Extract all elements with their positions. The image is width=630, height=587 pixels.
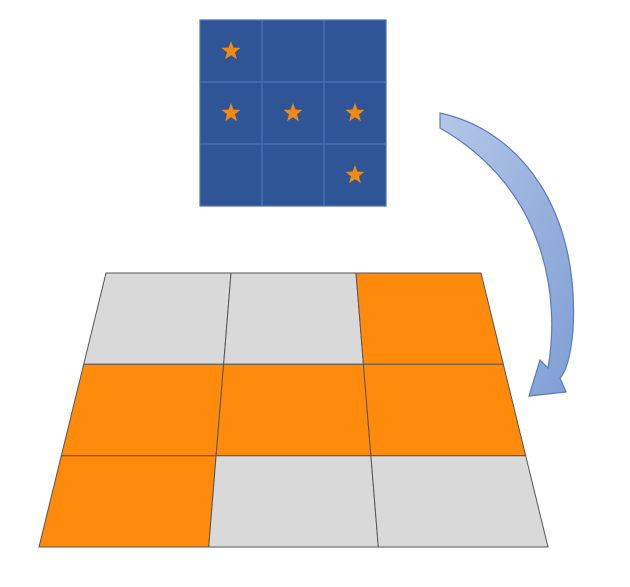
floor-tile-orange <box>362 363 527 457</box>
floor-tile-orange <box>215 363 372 457</box>
star-icon <box>221 41 241 60</box>
floor-tile-orange <box>355 272 504 365</box>
star-icon <box>345 165 365 184</box>
source-cell <box>323 143 387 207</box>
star-icon <box>283 103 303 122</box>
floor-tile-gray <box>208 455 379 548</box>
floor-tile-orange <box>60 363 225 457</box>
floor-tile-orange <box>38 455 217 548</box>
source-grid <box>199 19 387 207</box>
floor-grid <box>38 272 549 548</box>
floor-tile-gray <box>370 455 549 548</box>
floor-tile-gray <box>83 272 232 365</box>
floor-tile-gray <box>223 272 364 365</box>
star-icon <box>345 103 365 122</box>
curved-arrow <box>439 112 575 397</box>
star-icon <box>221 103 241 122</box>
